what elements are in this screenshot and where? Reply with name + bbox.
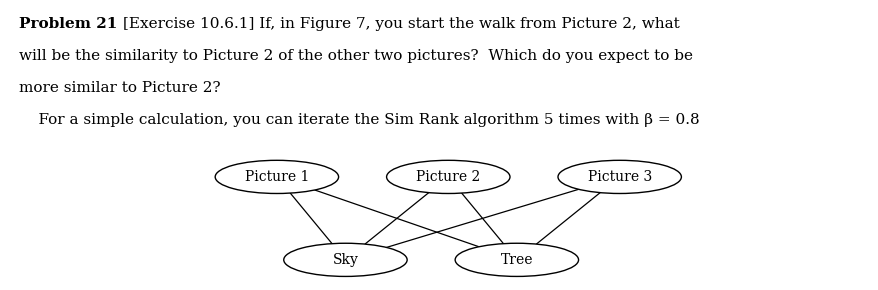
Text: will be the similarity to Picture 2 of the other two pictures?  Which do you exp: will be the similarity to Picture 2 of t… [19,49,693,63]
Text: Picture 3: Picture 3 [587,170,651,184]
Text: Tree: Tree [500,253,532,267]
Ellipse shape [284,243,407,276]
Text: For a simple calculation, you can iterate the Sim Rank algorithm 5 times with β : For a simple calculation, you can iterat… [19,113,699,127]
Ellipse shape [455,243,578,276]
Ellipse shape [215,160,338,193]
Ellipse shape [558,160,680,193]
Text: Problem 21: Problem 21 [19,17,118,31]
Ellipse shape [386,160,509,193]
Text: Picture 1: Picture 1 [244,170,309,184]
Text: [Exercise 10.6.1] If, in Figure 7, you start the walk from Picture 2, what: [Exercise 10.6.1] If, in Figure 7, you s… [123,17,679,31]
Text: Picture 2: Picture 2 [415,170,480,184]
Text: Sky: Sky [332,253,358,267]
Text: more similar to Picture 2?: more similar to Picture 2? [19,81,220,95]
